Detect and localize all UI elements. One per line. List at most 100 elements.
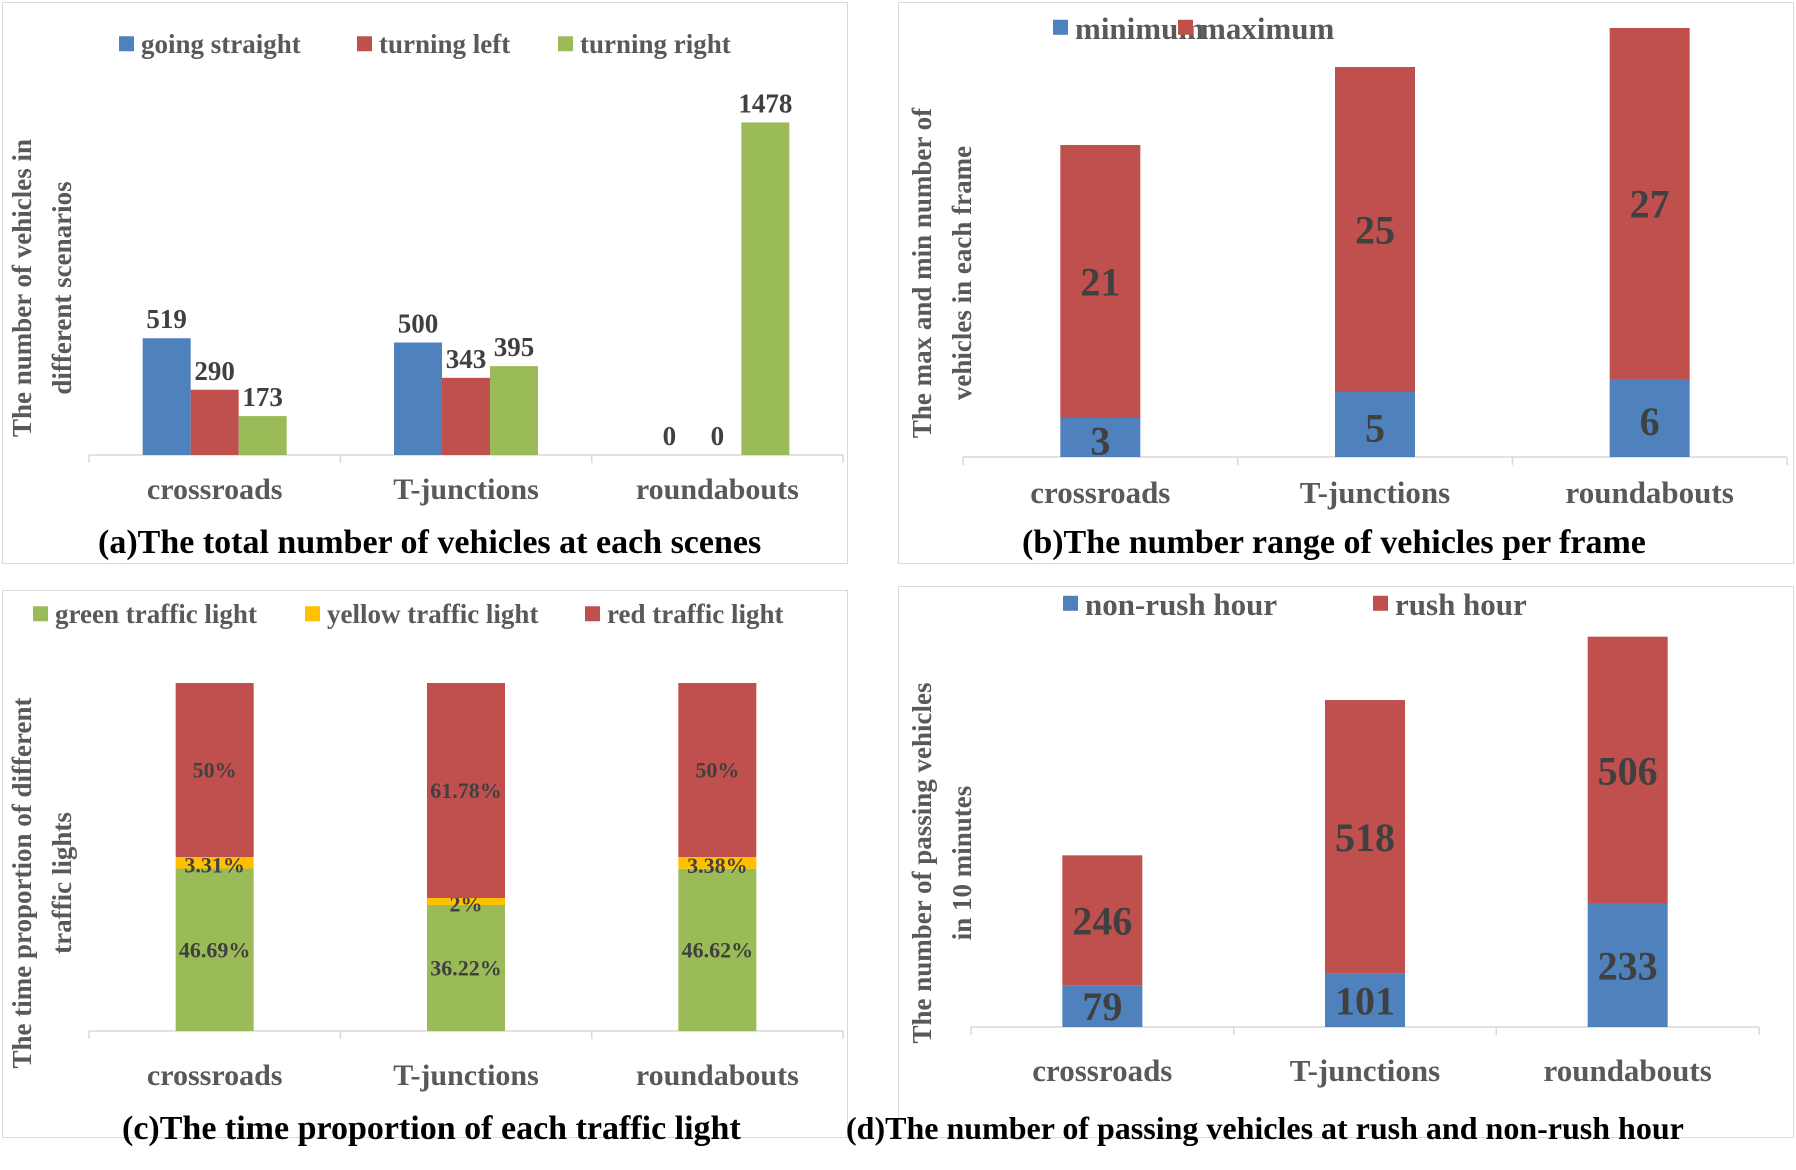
data-label: 5 bbox=[1365, 405, 1385, 450]
y-axis-title: The time proportion of different bbox=[7, 698, 37, 1069]
category-label: T-junctions bbox=[393, 1059, 539, 1092]
legend-swatch bbox=[558, 36, 573, 52]
legend-label: rush hour bbox=[1395, 587, 1527, 622]
data-label: 500 bbox=[398, 309, 439, 339]
bar-segment bbox=[1325, 700, 1405, 974]
legend-swatch bbox=[357, 36, 372, 52]
data-label: 27 bbox=[1630, 182, 1670, 227]
category-label: roundabouts bbox=[1566, 475, 1734, 510]
category-label: roundabouts bbox=[636, 473, 799, 506]
category-label: roundabouts bbox=[1544, 1053, 1712, 1088]
panel-d: non-rush hour rush hour The number of pass… bbox=[898, 586, 1794, 1138]
bar-segment bbox=[427, 904, 505, 1031]
category-label: T-junctions bbox=[393, 473, 539, 506]
legend-swatch bbox=[1373, 595, 1388, 611]
bar-segment bbox=[678, 857, 757, 869]
panel-a: going straight turning left turning right T… bbox=[2, 2, 848, 564]
legend-swatch bbox=[33, 606, 48, 622]
legend-label: maximum bbox=[1200, 11, 1335, 46]
category-label: roundabouts bbox=[636, 1059, 799, 1092]
bar-segment bbox=[1587, 903, 1668, 1027]
bar-segment bbox=[427, 897, 505, 905]
legend-swatch bbox=[1178, 19, 1193, 35]
data-label: 36.22% bbox=[430, 956, 502, 981]
y-axis-title: traffic lights bbox=[47, 812, 77, 954]
legend-swatch bbox=[1053, 19, 1068, 35]
data-label: 519 bbox=[146, 304, 187, 334]
data-label: 3 bbox=[1090, 418, 1110, 463]
category-label: crossroads bbox=[147, 1059, 283, 1092]
bar bbox=[238, 416, 287, 455]
category-label: T-junctions bbox=[1300, 475, 1450, 510]
bar-segment bbox=[175, 683, 254, 857]
bar bbox=[142, 338, 191, 455]
data-label: 61.78% bbox=[430, 778, 502, 803]
data-label: 0 bbox=[711, 421, 725, 451]
panel-c: green traffic light yellow traffic light r… bbox=[2, 590, 848, 1138]
bar-segment bbox=[1335, 67, 1415, 392]
legend-swatch bbox=[1063, 595, 1078, 611]
legend-swatch bbox=[119, 36, 134, 52]
legend-label: red traffic light bbox=[607, 599, 783, 629]
data-label: 50% bbox=[695, 758, 739, 783]
bar-segment bbox=[427, 683, 505, 898]
data-label: 1478 bbox=[738, 88, 792, 118]
chart-a: going straight turning left turning right T… bbox=[7, 29, 844, 506]
bar-segment bbox=[1060, 418, 1141, 457]
bar-segment bbox=[1062, 985, 1143, 1027]
data-label: 233 bbox=[1598, 943, 1658, 988]
y-axis-title: in 10 minutes bbox=[947, 786, 977, 941]
bar-segment bbox=[1335, 392, 1415, 457]
legend-label: non-rush hour bbox=[1085, 587, 1277, 622]
y-axis-title: The number of passing vehicles bbox=[907, 682, 937, 1043]
bar bbox=[741, 122, 790, 455]
chart-c: green traffic light yellow traffic light r… bbox=[7, 599, 844, 1092]
category-label: crossroads bbox=[1030, 475, 1170, 510]
bar-segment bbox=[1587, 636, 1668, 904]
bar-segment bbox=[1062, 855, 1143, 986]
category-label: T-junctions bbox=[1290, 1053, 1440, 1088]
bar-segment bbox=[1609, 28, 1690, 379]
legend-label: turning right bbox=[580, 29, 731, 59]
data-label: 50% bbox=[193, 758, 237, 783]
y-axis-title: different scenarios bbox=[47, 181, 77, 394]
legend-swatch bbox=[585, 606, 600, 622]
y-axis-title: vehicles in each frame bbox=[947, 146, 977, 400]
data-label: 343 bbox=[446, 344, 487, 374]
caption-b: (b)The number range of vehicles per fram… bbox=[1022, 524, 1646, 561]
bar bbox=[190, 389, 239, 455]
legend-label: yellow traffic light bbox=[327, 599, 538, 629]
data-label: 46.69% bbox=[179, 937, 251, 962]
data-label: 21 bbox=[1080, 260, 1120, 305]
legend-label: going straight bbox=[141, 29, 301, 59]
y-axis-title: The number of vehicles in bbox=[7, 139, 37, 437]
bar-segment bbox=[175, 857, 254, 869]
legend-label: turning left bbox=[379, 29, 510, 59]
caption-a: (a)The total number of vehicles at each … bbox=[98, 524, 762, 561]
bar-segment bbox=[678, 868, 757, 1031]
bar bbox=[394, 342, 442, 455]
panel-b: minimum maximum The max and min number of v… bbox=[898, 2, 1794, 564]
caption-d: (d)The number of passing vehicles at rus… bbox=[846, 1110, 1684, 1146]
data-label: 290 bbox=[194, 356, 235, 386]
data-label: 395 bbox=[494, 332, 535, 362]
y-axis-title: The max and min number of bbox=[907, 107, 937, 438]
bar bbox=[490, 366, 538, 455]
category-label: crossroads bbox=[147, 473, 283, 506]
data-label: 79 bbox=[1082, 984, 1122, 1029]
caption-c: (c)The time proportion of each traffic l… bbox=[122, 1110, 741, 1147]
data-label: 6 bbox=[1640, 399, 1660, 444]
bar-segment bbox=[175, 868, 254, 1031]
bar bbox=[442, 377, 490, 455]
data-label: 0 bbox=[663, 421, 677, 451]
bar-segment bbox=[1060, 145, 1141, 418]
chart-d: non-rush hour rush hour The number of pass… bbox=[907, 587, 1760, 1088]
data-label: 173 bbox=[242, 382, 283, 412]
data-label: 101 bbox=[1335, 978, 1395, 1023]
bar-segment bbox=[678, 683, 757, 857]
data-label: 518 bbox=[1335, 815, 1395, 860]
category-label: crossroads bbox=[1032, 1053, 1172, 1088]
data-label: 25 bbox=[1355, 208, 1395, 253]
legend-label: green traffic light bbox=[55, 599, 257, 629]
